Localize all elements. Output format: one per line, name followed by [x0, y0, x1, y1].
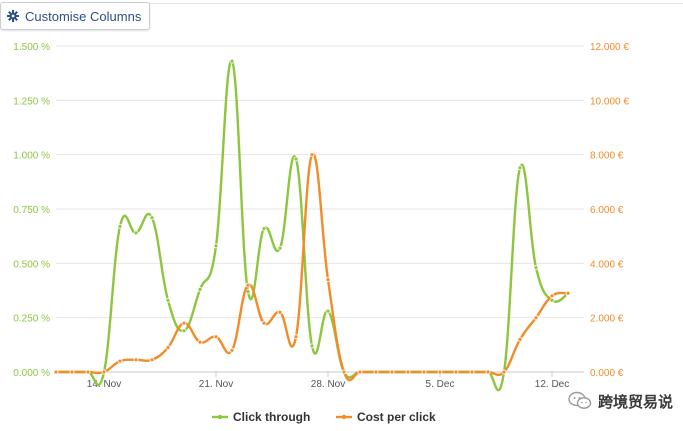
- cost-per-click-point: [117, 358, 123, 364]
- customise-columns-button[interactable]: Customise Columns: [0, 2, 151, 30]
- top-divider: [135, 3, 683, 4]
- cost-per-click-point: [421, 369, 427, 375]
- x-tick-label: 5. Dec: [426, 379, 455, 390]
- click-through-point: [325, 308, 331, 314]
- cost-per-click-point: [245, 282, 251, 288]
- click-through-point: [133, 230, 139, 236]
- cost-per-click-point: [133, 357, 139, 363]
- click-through-point: [549, 297, 555, 303]
- y-left-tick-label: 1.250 %: [13, 96, 50, 107]
- cost-per-click-point: [437, 369, 443, 375]
- legend-label-click-through: Click through: [233, 410, 310, 424]
- x-tick-label: 21. Nov: [199, 379, 233, 390]
- y-left-tick-label: 0.250 %: [13, 314, 50, 325]
- click-through-point: [533, 265, 539, 271]
- x-tick-label: 28. Nov: [311, 379, 345, 390]
- cost-per-click-point: [373, 369, 379, 375]
- cost-per-click-point: [85, 369, 91, 375]
- y-right-tick-label: 4.000 €: [590, 259, 624, 270]
- cost-per-click-point: [293, 334, 299, 340]
- cost-per-click-point: [229, 347, 235, 353]
- click-through-point: [229, 58, 235, 64]
- cost-per-click-point: [181, 320, 187, 326]
- click-through-point: [117, 223, 123, 229]
- cost-per-click-point: [549, 293, 555, 299]
- cost-per-click-point: [53, 369, 59, 375]
- cost-per-click-point: [277, 309, 283, 315]
- click-through-point: [197, 286, 203, 292]
- cost-per-click-point: [533, 315, 539, 321]
- cost-per-click-point: [405, 369, 411, 375]
- cost-per-click-point: [213, 334, 219, 340]
- y-right-tick-label: 12.000 €: [590, 42, 629, 53]
- x-tick-label: 14. Nov: [87, 379, 121, 390]
- click-through-point: [213, 243, 219, 249]
- gear-icon: [7, 10, 19, 22]
- cost-per-click-point: [341, 369, 347, 375]
- legend-label-cost-per-click: Cost per click: [357, 410, 436, 424]
- cost-per-click-point: [197, 339, 203, 345]
- cost-per-click-point: [565, 290, 571, 296]
- y-left-tick-label: 1.000 %: [13, 151, 50, 162]
- cost-per-click-point: [469, 369, 475, 375]
- customise-columns-label: Customise Columns: [25, 8, 142, 24]
- cost-per-click-point: [453, 369, 459, 375]
- y-right-tick-label: 10.000 €: [590, 96, 629, 107]
- watermark-text: 跨境贸易说: [597, 393, 673, 411]
- cost-per-click-point: [261, 320, 267, 326]
- click-through-point: [293, 156, 299, 162]
- click-through-point: [277, 245, 283, 251]
- click-through-line: [56, 59, 569, 392]
- cost-per-click-point: [325, 277, 331, 283]
- y-right-tick-label: 6.000 €: [590, 205, 624, 216]
- y-left-tick-label: 0.750 %: [13, 205, 50, 216]
- y-left-tick-label: 0.500 %: [13, 259, 50, 270]
- wechat-icon: [568, 391, 592, 409]
- cost-per-click-point: [485, 369, 491, 375]
- cost-per-click-point: [517, 336, 523, 342]
- cost-per-click-point: [149, 357, 155, 363]
- y-right-tick-label: 0.000 €: [590, 368, 624, 379]
- y-right-tick-label: 8.000 €: [590, 151, 624, 162]
- cost-per-click-point: [165, 345, 171, 351]
- cost-per-click-point: [101, 369, 107, 375]
- click-through-point: [517, 165, 523, 171]
- cost-per-click-point: [357, 369, 363, 375]
- legend-marker-cost-per-click: [341, 414, 347, 420]
- x-tick-label: 12. Dec: [535, 379, 569, 390]
- y-left-tick-label: 0.000 %: [13, 368, 50, 379]
- cost-per-click-point: [389, 369, 395, 375]
- cost-per-click-point: [69, 369, 75, 375]
- click-through-point: [309, 343, 315, 349]
- y-left-tick-label: 1.500 %: [13, 42, 50, 53]
- cost-per-click-point: [501, 369, 507, 375]
- watermark: 跨境贸易说: [568, 388, 673, 414]
- click-through-point: [149, 215, 155, 221]
- y-right-tick-label: 2.000 €: [590, 314, 624, 325]
- legend-marker-click-through: [217, 414, 223, 420]
- click-through-point: [165, 297, 171, 303]
- click-through-point: [181, 328, 187, 334]
- cost-per-click-point: [309, 152, 315, 158]
- click-through-point: [261, 226, 267, 232]
